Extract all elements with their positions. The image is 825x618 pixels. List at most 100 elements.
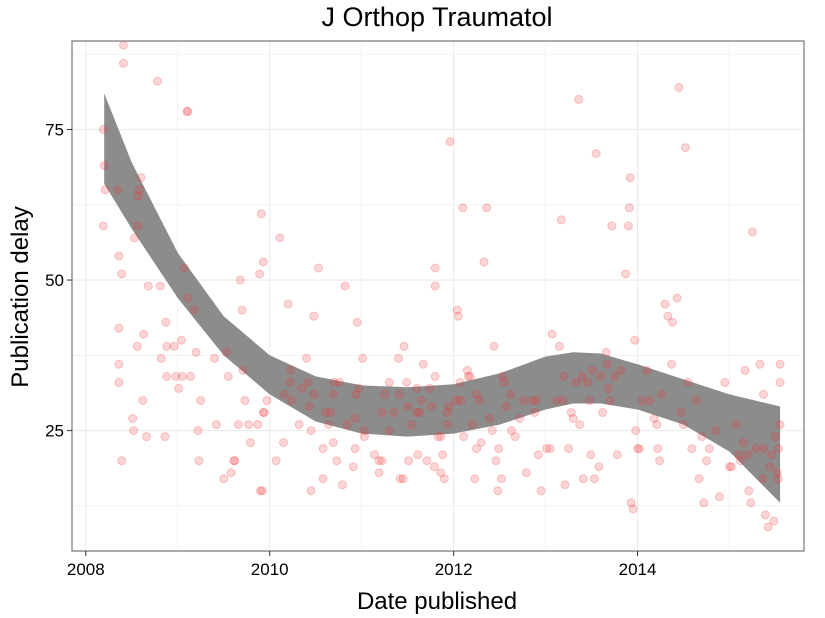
data-point	[160, 432, 170, 442]
data-point	[652, 420, 662, 430]
chart-title: J Orthop Traumatol	[321, 2, 552, 32]
data-point	[128, 414, 138, 423]
data-point	[773, 444, 783, 454]
data-point	[493, 486, 503, 496]
data-point	[763, 522, 773, 532]
data-point	[653, 444, 663, 454]
data-point	[279, 438, 288, 448]
data-point	[625, 173, 635, 183]
data-point	[257, 486, 267, 496]
data-point	[545, 444, 555, 454]
data-point	[574, 94, 584, 104]
data-point	[430, 371, 440, 381]
data-point	[255, 269, 265, 279]
data-point	[649, 414, 659, 423]
data-point	[337, 480, 347, 490]
data-point	[223, 371, 233, 381]
data-point	[430, 281, 440, 291]
data-point	[564, 444, 574, 454]
data-point	[226, 468, 236, 478]
data-point	[631, 426, 641, 436]
data-point	[348, 462, 358, 472]
data-point	[354, 383, 364, 393]
data-point	[560, 480, 570, 490]
data-point	[510, 432, 520, 442]
data-point	[233, 420, 243, 430]
data-point	[418, 359, 428, 369]
data-point	[139, 329, 149, 339]
data-point	[556, 215, 566, 225]
data-point	[244, 420, 254, 430]
data-point	[465, 371, 475, 381]
data-point	[196, 396, 206, 405]
data-point	[430, 263, 440, 273]
data-point	[138, 396, 148, 405]
data-point	[399, 341, 409, 351]
data-point	[189, 305, 199, 315]
data-point	[186, 371, 196, 381]
data-point	[114, 377, 124, 387]
data-point	[162, 341, 172, 351]
data-point	[626, 498, 636, 508]
data-point	[474, 396, 484, 405]
data-point	[744, 486, 754, 496]
data-point	[230, 456, 240, 466]
data-point	[275, 233, 285, 243]
plot-border	[71, 40, 805, 552]
data-point	[602, 359, 612, 369]
data-point	[472, 389, 482, 399]
data-point	[117, 456, 127, 466]
data-point	[142, 432, 151, 442]
data-point	[672, 293, 682, 303]
data-point	[612, 450, 622, 460]
data-point	[286, 365, 296, 375]
data-point	[359, 426, 369, 436]
data-point	[271, 456, 281, 466]
data-point	[161, 317, 171, 327]
data-point	[628, 504, 638, 514]
data-point	[451, 396, 461, 405]
data-point	[702, 456, 711, 466]
data-point	[738, 438, 748, 448]
data-point	[99, 161, 109, 171]
data-point	[394, 389, 404, 399]
data-point	[425, 383, 435, 393]
data-point	[389, 408, 399, 417]
data-point	[182, 106, 192, 116]
data-point	[113, 185, 123, 195]
x-tick-label: 2012	[435, 560, 473, 579]
data-point	[740, 365, 750, 375]
data-point	[637, 396, 647, 405]
data-point	[711, 426, 721, 436]
data-point	[588, 365, 597, 375]
data-point	[287, 396, 297, 405]
data-point	[521, 468, 531, 478]
data-point	[533, 450, 543, 460]
data-point	[318, 474, 328, 484]
data-point	[445, 137, 455, 147]
data-point	[374, 468, 384, 478]
data-point	[725, 462, 734, 472]
data-point	[585, 396, 595, 405]
data-point	[775, 420, 785, 430]
data-point	[497, 474, 506, 484]
data-point	[479, 257, 489, 267]
data-point	[211, 420, 221, 430]
data-point	[583, 377, 593, 387]
data-point	[476, 438, 486, 448]
data-point	[531, 396, 541, 405]
data-point	[229, 456, 239, 466]
data-point	[748, 227, 757, 237]
data-point	[601, 347, 611, 357]
data-point	[342, 420, 352, 430]
data-point	[542, 444, 551, 454]
data-point	[726, 462, 736, 472]
data-point	[760, 510, 770, 520]
data-point	[294, 420, 304, 430]
data-point	[370, 450, 379, 460]
data-point	[174, 383, 184, 393]
data-point	[256, 209, 266, 219]
data-point	[720, 377, 730, 387]
data-point	[642, 365, 652, 375]
